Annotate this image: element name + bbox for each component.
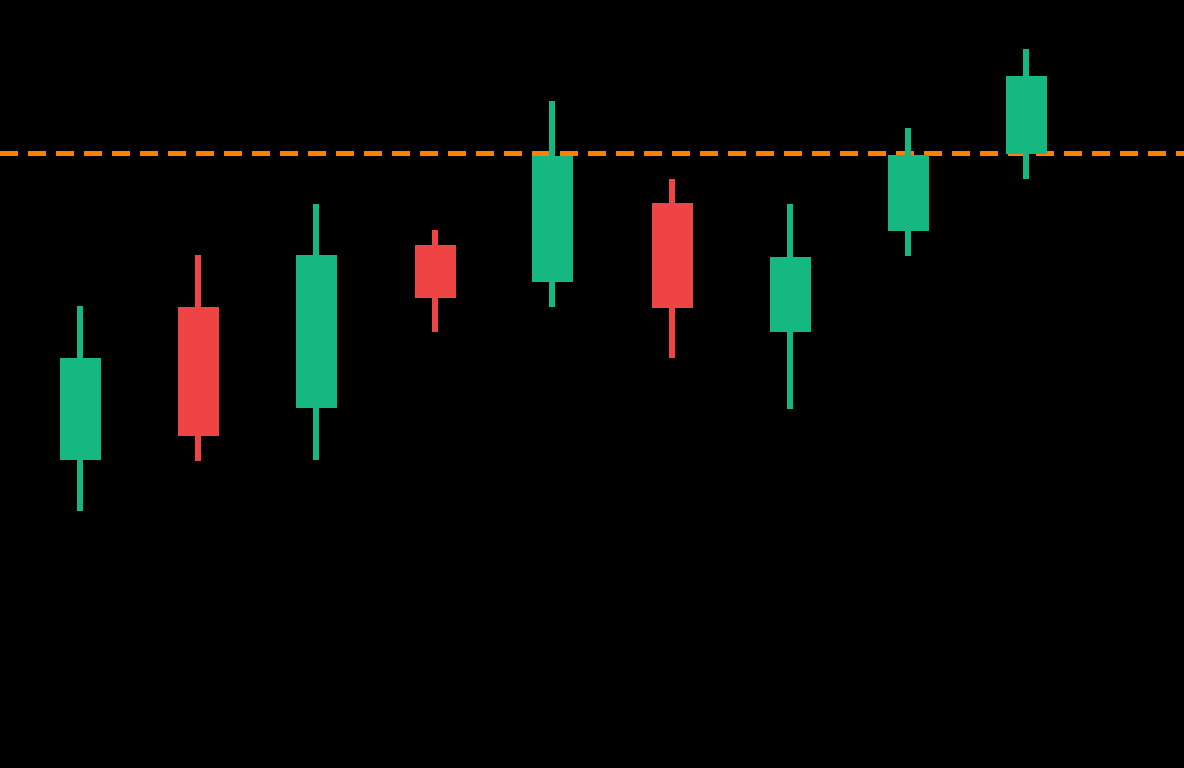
candle-body-7-up xyxy=(769,257,811,332)
candle-body-3-up xyxy=(295,255,337,408)
candle-body-9-up xyxy=(1005,76,1047,154)
candle-body-5-up xyxy=(531,156,573,282)
candle-body-6-down xyxy=(651,203,693,308)
reference-dashed-line xyxy=(0,150,1184,156)
candle-body-4-down xyxy=(414,245,456,298)
candle-body-8-up xyxy=(887,155,929,231)
candle-body-2-down xyxy=(177,307,219,436)
candle-body-1-up xyxy=(59,358,101,460)
